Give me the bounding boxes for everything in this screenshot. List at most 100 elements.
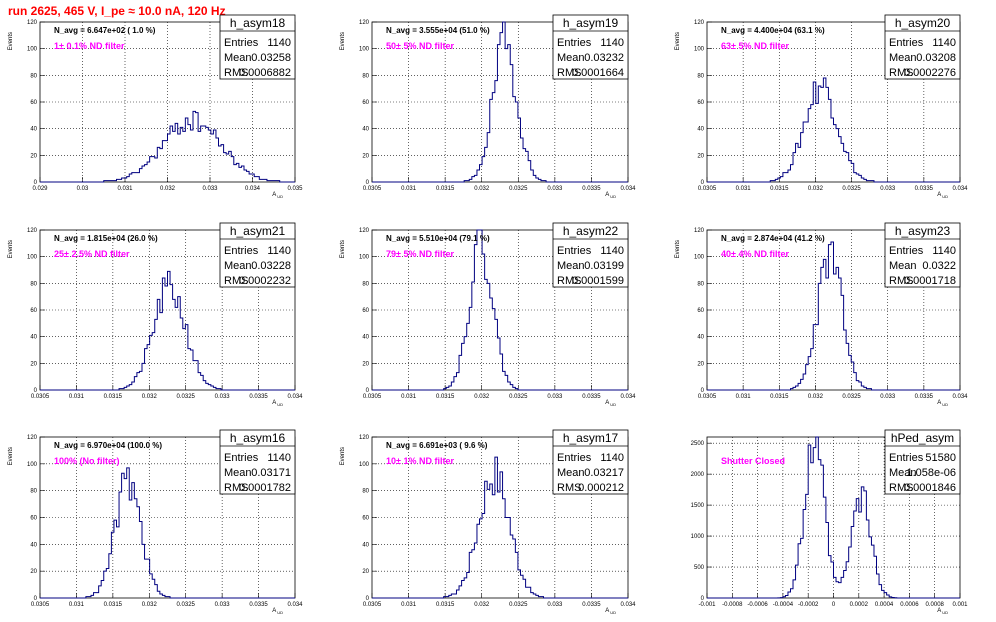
x-tick-label: 0.0305 <box>363 602 382 608</box>
filter-label: 100% (No filter) <box>54 456 120 466</box>
y-tick-label: 1000 <box>691 534 705 540</box>
stat-value-entries: 1140 <box>267 452 291 464</box>
y-tick-label: 100 <box>359 255 370 261</box>
stat-label-entries: Entries <box>557 37 592 49</box>
x-tick-label: 0.0315 <box>770 394 789 400</box>
stat-value-mean: 0.03217 <box>584 467 624 479</box>
stat-label-rms: RMS <box>889 482 913 494</box>
x-tick-label: 0.033 <box>215 602 231 608</box>
y-tick-label: 40 <box>362 127 369 133</box>
stats-box <box>219 222 296 288</box>
y-tick-label: 60 <box>362 308 369 314</box>
x-tick-label: 0.031 <box>736 186 752 192</box>
x-tick-label: 0.031 <box>736 394 752 400</box>
y-tick-label: 80 <box>30 489 37 495</box>
x-tick-label: 0.0315 <box>104 602 123 608</box>
x-tick-label: 0.0002 <box>850 602 869 608</box>
n-avg-label: N_avg = 3.555e+04 (51.0 %) <box>386 26 490 35</box>
y-tick-label: 80 <box>362 281 369 287</box>
x-tick-label: 0.034 <box>952 186 968 192</box>
y-tick-label: 40 <box>697 335 704 341</box>
y-tick-label: 120 <box>27 228 38 234</box>
stat-value-rms: 0.000212 <box>578 482 624 494</box>
filter-label: 40± 4% ND filter <box>721 249 789 259</box>
x-axis-label: AUD <box>605 400 616 407</box>
x-tick-label: 0.032 <box>160 186 176 192</box>
x-tick-label: 0.034 <box>620 394 636 400</box>
histogram-outline <box>372 456 628 599</box>
y-tick-label: 2500 <box>691 441 705 447</box>
histogram-outline <box>40 467 295 599</box>
stats-box <box>884 429 961 495</box>
histogram-outline <box>707 77 960 183</box>
x-tick-label: 0.033 <box>547 602 563 608</box>
y-axis-label: Events <box>340 447 346 465</box>
stat-value-rms: 0.0001599 <box>572 275 624 287</box>
stat-value-entries: 1140 <box>267 37 291 49</box>
stat-label-entries: Entries <box>557 245 592 257</box>
y-tick-label: 60 <box>30 308 37 314</box>
y-tick-label: 2000 <box>691 472 705 478</box>
x-tick-label: 0.031 <box>401 602 417 608</box>
stat-value-rms: 0.0006882 <box>239 67 291 79</box>
y-tick-label: 0 <box>34 388 38 394</box>
stat-label-entries: Entries <box>224 37 259 49</box>
stat-value-entries: 1140 <box>600 452 624 464</box>
x-tick-label: 0.031 <box>117 186 133 192</box>
x-tick-label: 0.032 <box>808 186 824 192</box>
x-tick-label: 0.033 <box>547 394 563 400</box>
x-tick-label: 0.033 <box>202 186 218 192</box>
stat-label-mean: Mean <box>889 260 917 272</box>
y-tick-label: 20 <box>362 153 369 159</box>
y-axis-label: Events <box>675 240 681 258</box>
y-tick-label: 20 <box>30 153 37 159</box>
stats-box <box>552 429 629 495</box>
histogram-name: h_asym23 <box>895 224 951 238</box>
y-tick-label: 40 <box>30 127 37 133</box>
y-tick-label: 60 <box>697 308 704 314</box>
x-tick-label: 0.0315 <box>770 186 789 192</box>
histogram-name: h_asym17 <box>563 431 619 445</box>
stat-label-entries: Entries <box>557 452 592 464</box>
x-tick-label: 0.034 <box>287 602 303 608</box>
y-tick-label: 80 <box>697 73 704 79</box>
y-tick-label: 100 <box>27 462 38 468</box>
histogram-panel-h_asym19: 0.0305 0.031 0.0315 0.032 0.0325 0.033 0.0335 0… <box>340 14 636 199</box>
stat-label-mean: Mean <box>224 260 252 272</box>
x-tick-label: 0.034 <box>620 186 636 192</box>
stat-label-mean: Mean <box>557 260 585 272</box>
x-tick-label: 0.0305 <box>363 394 382 400</box>
y-tick-label: 20 <box>30 361 37 367</box>
stat-label-rms: RMS <box>557 482 581 494</box>
histogram-panel-h_asym18: 0.029 0.03 0.031 0.032 0.033 0.034 0.035 0 20 40 6… <box>8 14 303 199</box>
y-axis-label: Events <box>8 447 14 465</box>
x-axis-label: AUD <box>937 400 948 407</box>
y-tick-label: 0 <box>366 388 370 394</box>
y-axis-label: Events <box>675 32 681 50</box>
stat-value-mean: 0.03228 <box>251 260 291 272</box>
y-axis-label: Events <box>8 240 14 258</box>
y-tick-label: 120 <box>27 435 38 441</box>
x-axis-label: AUD <box>605 192 616 199</box>
stat-label-mean: Mean <box>889 467 917 479</box>
x-tick-label: -0.0008 <box>722 602 743 608</box>
y-tick-label: 40 <box>30 542 37 548</box>
n-avg-label: N_avg = 5.510e+04 (79.1 %) <box>386 234 490 243</box>
stat-value-mean: 0.03199 <box>584 260 624 272</box>
x-tick-label: 0.0315 <box>104 394 123 400</box>
stat-value-mean: 0.03258 <box>251 52 291 64</box>
y-tick-label: 100 <box>359 462 370 468</box>
stats-box <box>884 14 961 80</box>
x-tick-label: 0.0325 <box>842 186 861 192</box>
filter-label: Shutter Closed <box>721 456 785 466</box>
histogram-panel-h_asym22: 0.0305 0.031 0.0315 0.032 0.0325 0.033 0.0335 0… <box>340 222 636 407</box>
filter-label: 10± 1% ND filter <box>386 456 454 466</box>
histogram-outline <box>372 229 628 391</box>
y-tick-label: 0 <box>701 596 705 602</box>
y-tick-label: 80 <box>30 73 37 79</box>
y-tick-label: 120 <box>694 20 705 26</box>
stat-value-rms: 0.0001664 <box>572 67 624 79</box>
y-tick-label: 20 <box>697 361 704 367</box>
stat-value-rms: 0.0001718 <box>904 275 956 287</box>
